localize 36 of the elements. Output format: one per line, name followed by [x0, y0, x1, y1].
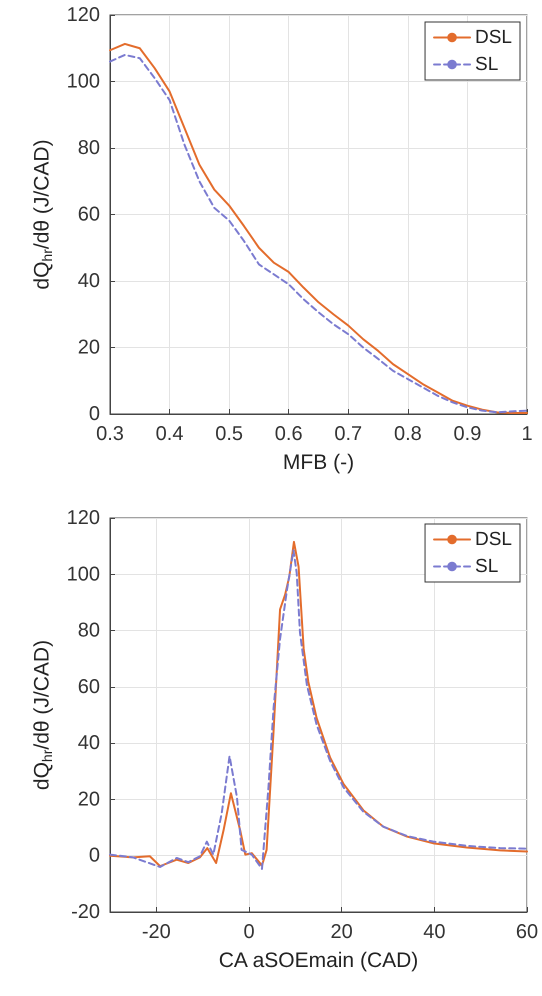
x-tick-label: 0.7	[334, 423, 362, 445]
legend-label: DSL	[475, 27, 512, 48]
y-tick-label: -20	[71, 901, 100, 923]
x-tick-label: 0.5	[215, 423, 244, 445]
y-tick-label: 0	[88, 403, 100, 425]
y-tick-label: 80	[78, 620, 100, 642]
x-tick-label: 60	[516, 921, 538, 943]
y-axis-title: dQhr/dθ (J/CAD)	[30, 139, 55, 290]
x-axis-title: MFB (-)	[282, 451, 354, 474]
x-tick-label: 0.6	[274, 423, 303, 445]
y-tick-label: 40	[78, 270, 100, 292]
y-axis-title: dQhr/dθ (J/CAD)	[30, 640, 55, 790]
y-tick-label: 100	[66, 70, 100, 92]
x-tick-label: -20	[142, 921, 171, 943]
x-axis-title: CA aSOEmain (CAD)	[218, 949, 418, 972]
y-tick-label: 120	[66, 4, 100, 26]
x-tick-label: 0.3	[96, 423, 124, 445]
y-tick-label: 40	[78, 732, 100, 754]
y-tick-label: 80	[78, 137, 100, 159]
y-tick-label: 20	[78, 788, 100, 810]
x-tick-label: 0.4	[156, 423, 184, 445]
x-tick-label: 0	[243, 921, 255, 943]
x-tick-label: 0.8	[394, 423, 422, 445]
y-tick-label: 100	[66, 563, 100, 586]
y-tick-label: 120	[66, 507, 100, 529]
x-tick-label: 40	[423, 921, 446, 943]
y-tick-label: 0	[88, 844, 100, 867]
y-tick-label: 60	[78, 676, 100, 698]
legend-label: SL	[475, 556, 498, 577]
y-tick-label: 60	[78, 204, 100, 226]
x-tick-label: 0.9	[454, 423, 482, 445]
legend-label: SL	[475, 54, 498, 75]
legend-label: DSL	[475, 529, 512, 550]
y-tick-label: 20	[78, 336, 100, 358]
x-tick-label: 1	[521, 423, 533, 445]
x-tick-label: 20	[330, 921, 353, 943]
